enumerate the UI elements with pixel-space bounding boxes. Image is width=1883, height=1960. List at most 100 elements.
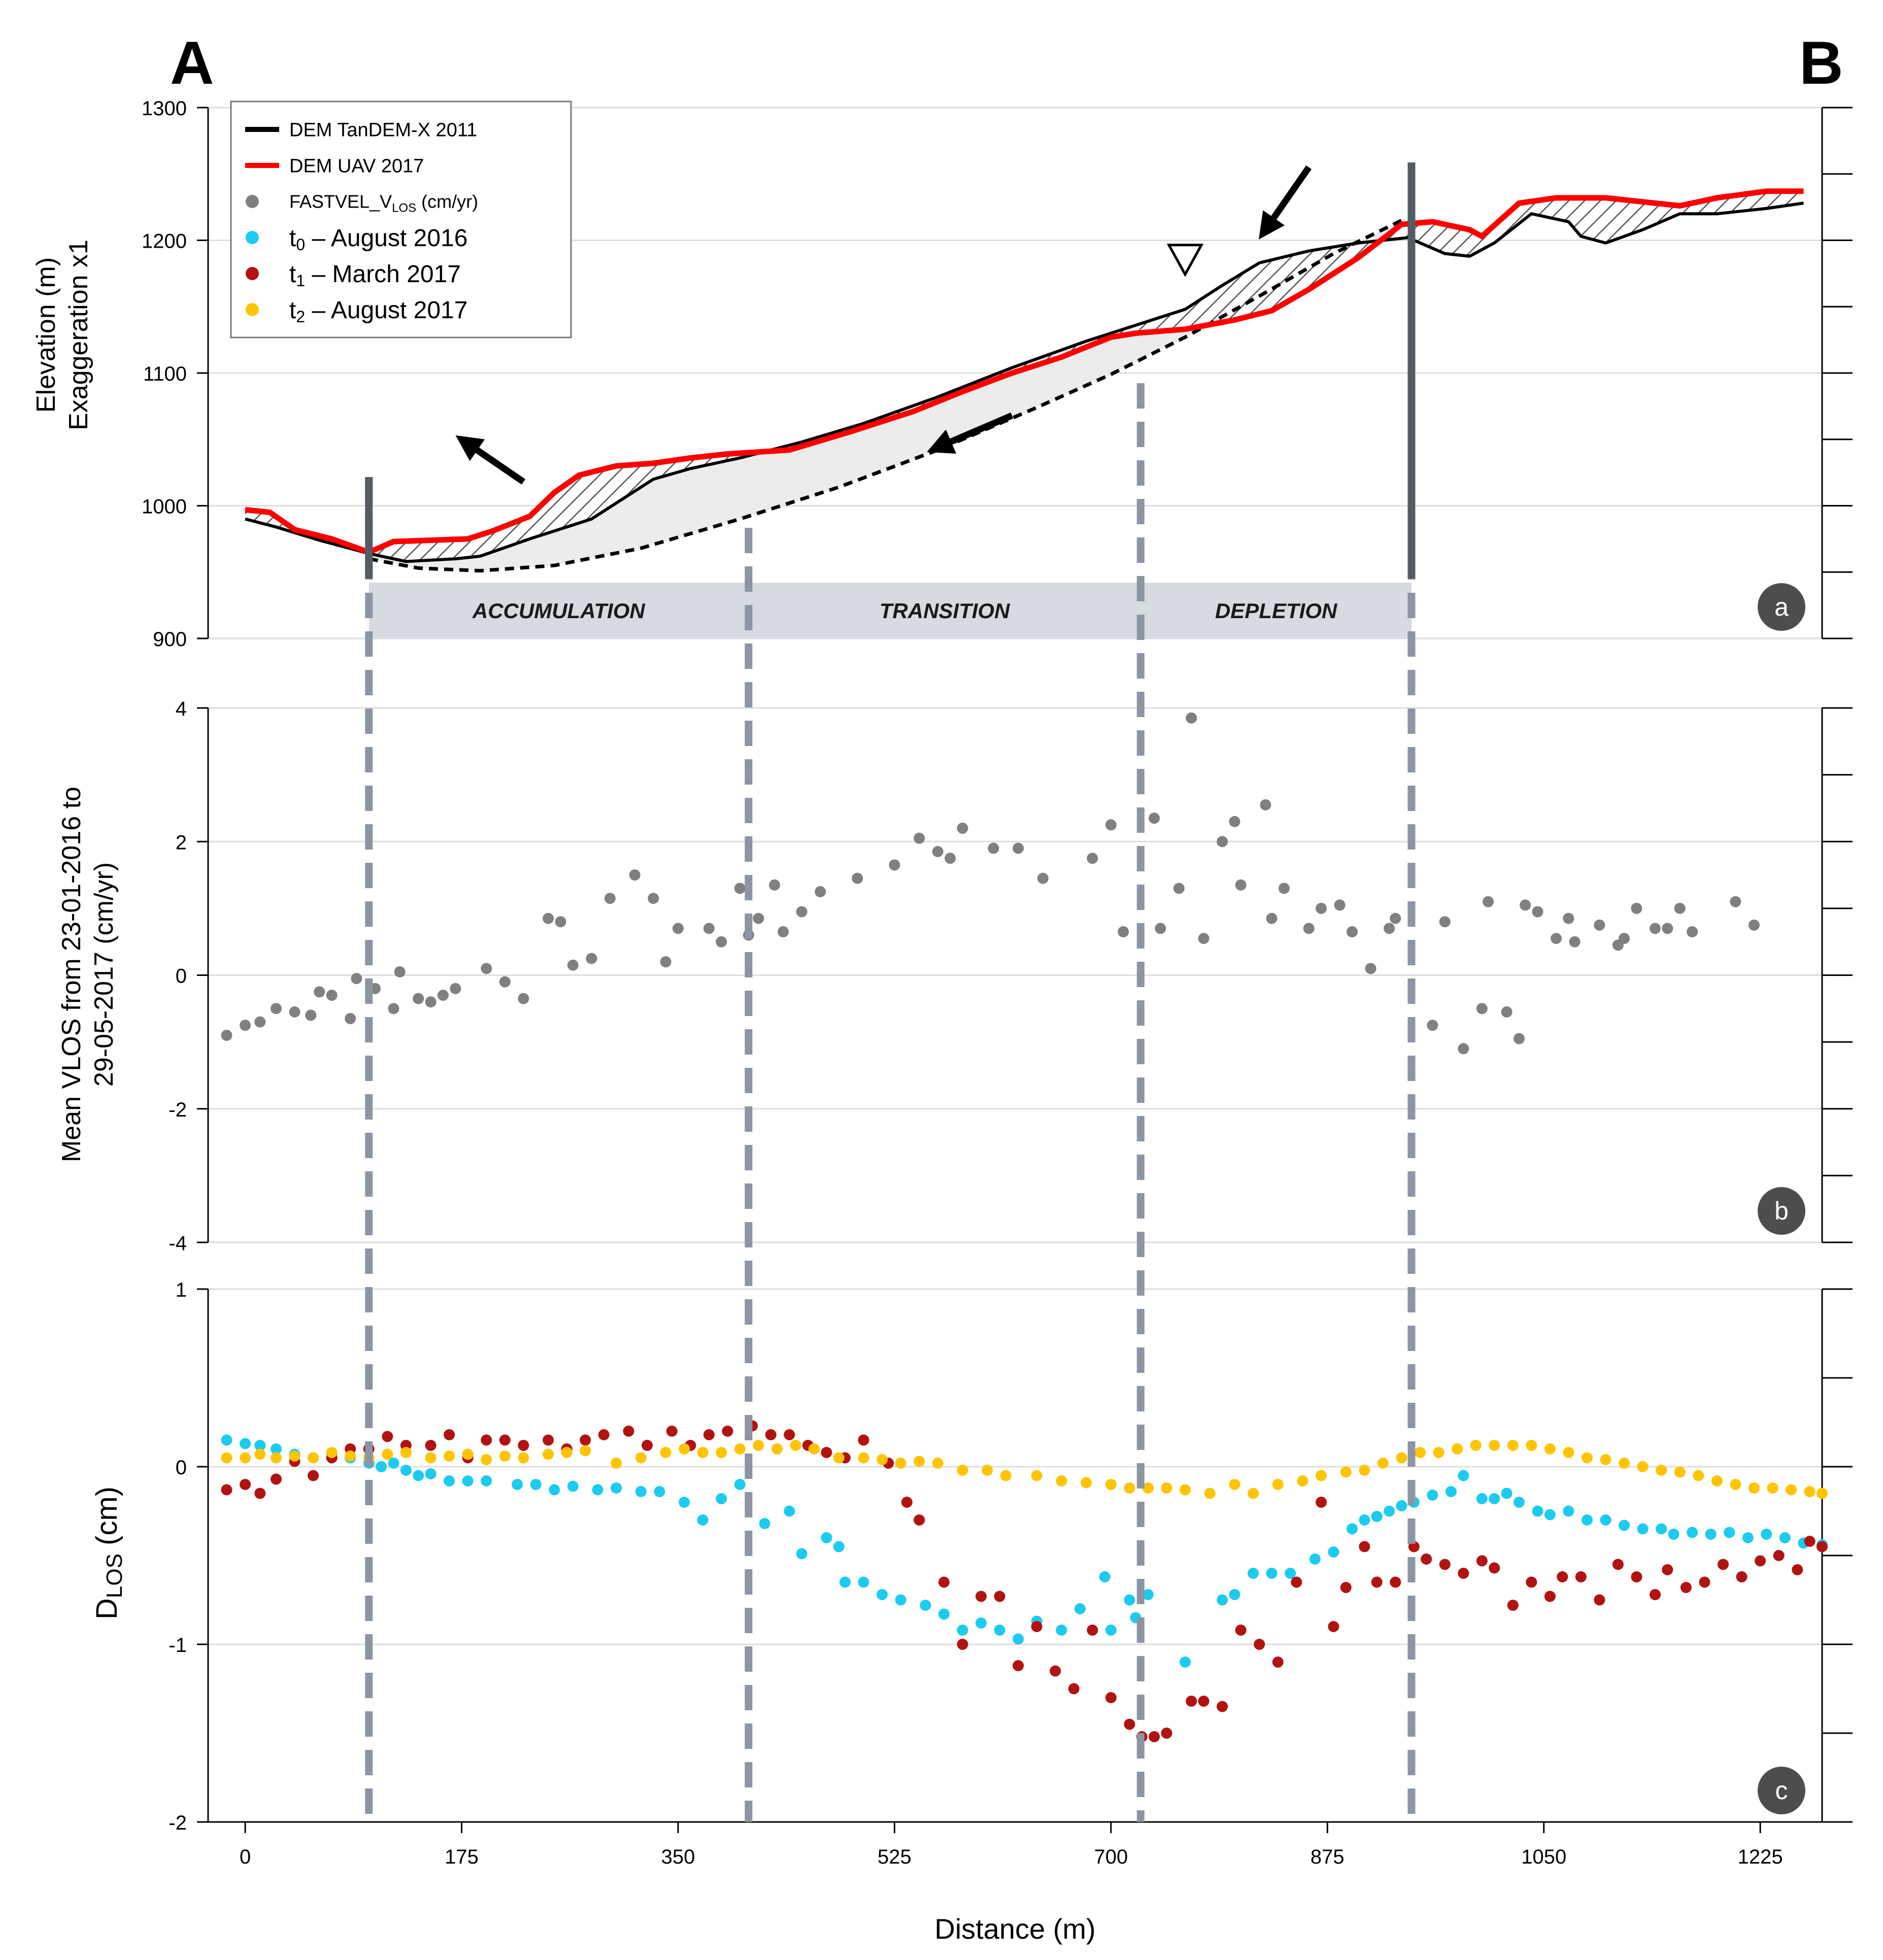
t1-point	[1359, 1541, 1370, 1552]
fastvel-point	[240, 1020, 251, 1031]
t0-point	[1229, 1589, 1240, 1600]
fastvel-point	[555, 916, 566, 928]
t2-point	[1767, 1482, 1778, 1494]
t1-point	[1507, 1600, 1519, 1611]
zone-band	[1140, 583, 1411, 638]
t1-point	[1390, 1576, 1401, 1588]
legend-label: DEM TanDEM-X 2011	[289, 119, 477, 141]
t2-point	[858, 1452, 869, 1464]
panel-c-y-title: DLOS (cm)	[90, 1486, 127, 1619]
fastvel-point	[1037, 872, 1049, 884]
t2-point	[1711, 1475, 1723, 1486]
t0-point	[716, 1493, 727, 1504]
y-tick-label: 0	[176, 1457, 187, 1479]
y-tick-label: 2	[176, 831, 187, 854]
t1-point	[254, 1488, 266, 1499]
sliding-surface-line	[368, 219, 1403, 573]
fastvel-point	[1476, 1003, 1488, 1015]
fastvel-point	[604, 893, 616, 904]
t0-point	[1013, 1633, 1024, 1645]
t1-point	[1612, 1559, 1624, 1570]
t1-point	[703, 1429, 715, 1440]
t0-point	[1489, 1493, 1500, 1504]
fastvel-point	[796, 906, 808, 918]
t2-point	[1804, 1486, 1815, 1497]
zone-label: DEPLETION	[1215, 599, 1338, 623]
t1-point	[1526, 1576, 1537, 1588]
t1-point	[1594, 1594, 1605, 1606]
movement-arrow	[455, 435, 526, 485]
t0-point	[1619, 1519, 1630, 1531]
legend-label-main: FASTVEL_V	[289, 191, 392, 212]
fastvel-point	[753, 913, 764, 924]
t1-point	[444, 1429, 455, 1440]
fastvel-point	[1748, 919, 1760, 931]
legend-dot-swatch	[246, 267, 259, 280]
t0-point	[1476, 1493, 1488, 1504]
legend-label: DEM UAV 2017	[289, 155, 424, 177]
legend-label-main: DEM TanDEM-X 2011	[289, 119, 477, 141]
fastvel-point	[1674, 902, 1686, 914]
fastvel-point	[326, 989, 338, 1001]
fastvel-point	[945, 853, 956, 864]
profile-end-label: B	[1799, 29, 1843, 97]
t2-point	[240, 1452, 251, 1464]
t1-point	[1439, 1559, 1451, 1570]
t2-point	[1000, 1470, 1012, 1481]
t1-point	[1699, 1576, 1710, 1588]
t1-point	[1235, 1625, 1247, 1636]
t0-point	[1544, 1509, 1556, 1520]
t0-point	[975, 1617, 987, 1629]
t2-point	[790, 1440, 801, 1451]
t0-point	[254, 1440, 266, 1451]
t2-point	[1656, 1465, 1667, 1476]
fastvel-point	[1730, 896, 1741, 907]
t2-point	[1619, 1458, 1630, 1469]
t2-point	[1415, 1447, 1426, 1458]
fastvel-point	[778, 926, 789, 937]
fastvel-point	[1186, 712, 1197, 724]
fastvel-point	[957, 822, 968, 834]
t0-point	[1687, 1527, 1698, 1538]
t1-point	[1489, 1562, 1500, 1574]
fastvel-point	[1569, 936, 1581, 948]
t0-point	[1371, 1511, 1383, 1522]
t2-point	[1693, 1470, 1704, 1481]
t2-point	[289, 1450, 300, 1462]
t1-point	[1149, 1731, 1160, 1742]
t1-point	[1050, 1665, 1061, 1677]
fastvel-point	[1260, 799, 1271, 810]
t1-point	[821, 1447, 832, 1458]
t0-point	[1099, 1571, 1111, 1582]
y-tick-label: 1100	[143, 363, 187, 385]
fastvel-point	[1105, 819, 1117, 831]
fastvel-point	[1513, 1033, 1525, 1044]
fastvel-point	[450, 983, 461, 994]
t1-point	[938, 1576, 950, 1588]
t0-point	[1513, 1497, 1525, 1508]
fastvel-point	[1594, 919, 1605, 931]
movement-arrow	[1259, 165, 1312, 240]
t0-point	[1105, 1625, 1117, 1636]
t2-point	[716, 1447, 727, 1458]
t1-point	[1662, 1564, 1673, 1575]
t2-point	[1297, 1475, 1308, 1486]
fastvel-point	[1347, 926, 1358, 937]
t0-point	[1445, 1486, 1457, 1497]
x-tick-label: 700	[1094, 1846, 1128, 1868]
fastvel-point	[1155, 923, 1166, 934]
t0-point	[1266, 1568, 1277, 1579]
t2-point	[1180, 1484, 1191, 1496]
t1-point	[1476, 1555, 1488, 1567]
fastvel-point	[1483, 896, 1494, 907]
t0-point	[549, 1484, 560, 1496]
t2-point	[895, 1458, 906, 1469]
t0-point	[994, 1625, 1005, 1636]
t1-point	[580, 1434, 591, 1446]
t2-point	[1316, 1470, 1327, 1481]
t2-point	[1204, 1488, 1216, 1499]
t0-point	[376, 1461, 387, 1472]
zone-label: TRANSITION	[880, 599, 1011, 623]
t2-point	[221, 1452, 232, 1464]
